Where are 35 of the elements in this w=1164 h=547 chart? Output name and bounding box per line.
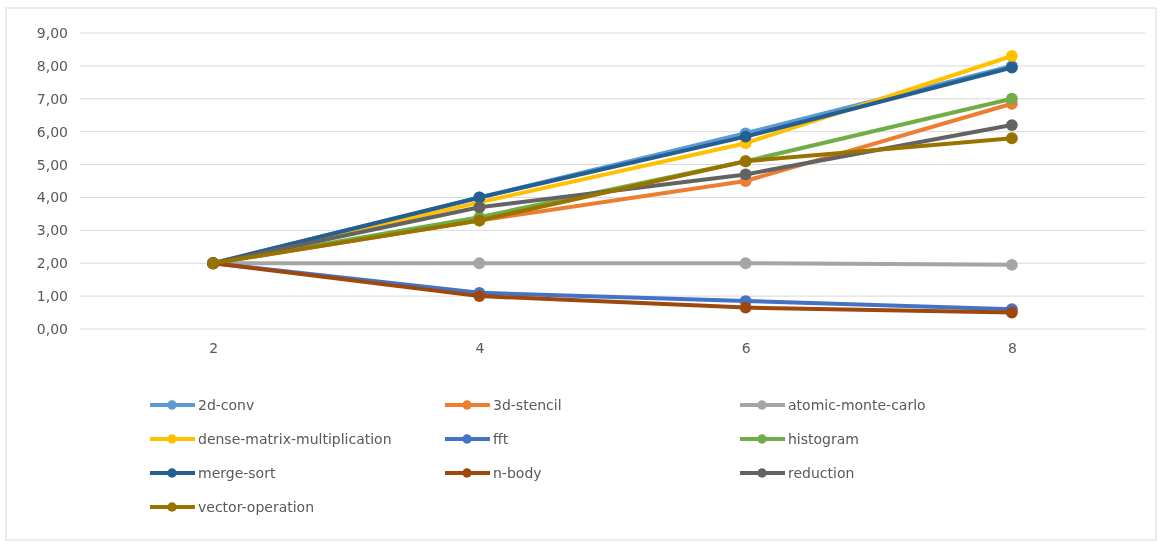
- y-tick-label: 5,00: [36, 156, 68, 173]
- point: [473, 201, 486, 214]
- legend-label: merge-sort: [198, 465, 276, 481]
- x-tick-label: 2: [209, 339, 219, 356]
- point: [1005, 132, 1018, 145]
- y-tick-label: 0,00: [36, 320, 68, 337]
- x-tick-label: 4: [475, 339, 485, 356]
- y-tick-label: 2,00: [36, 255, 68, 272]
- point: [473, 290, 486, 303]
- legend-label: n-body: [493, 465, 542, 481]
- y-tick-label: 8,00: [36, 57, 68, 74]
- point: [739, 168, 752, 181]
- legend-label: reduction: [788, 465, 855, 481]
- legend-label: atomic-monte-carlo: [788, 397, 926, 413]
- x-tick-label: 8: [1007, 339, 1017, 356]
- point: [739, 257, 752, 270]
- point: [739, 301, 752, 314]
- point: [1005, 258, 1018, 271]
- y-tick-label: 9,00: [36, 24, 68, 41]
- x-tick-label: 6: [741, 339, 751, 356]
- y-tick-label: 7,00: [36, 90, 68, 107]
- legend-label: vector-operation: [198, 499, 315, 515]
- legend-label: histogram: [788, 431, 859, 447]
- y-tick-label: 6,00: [36, 123, 68, 140]
- point: [1005, 92, 1018, 105]
- point: [1005, 119, 1018, 131]
- legend-label: 2d-conv: [198, 397, 255, 413]
- y-tick-label: 4,00: [36, 189, 68, 206]
- y-tick-label: 3,00: [36, 222, 68, 239]
- legend-label: dense-matrix-multiplication: [198, 431, 392, 447]
- point: [473, 257, 486, 270]
- legend-label: fft: [493, 431, 509, 447]
- point: [1005, 50, 1018, 62]
- legend-label: 3d-stencil: [493, 397, 562, 413]
- y-tick-label: 1,00: [36, 288, 68, 305]
